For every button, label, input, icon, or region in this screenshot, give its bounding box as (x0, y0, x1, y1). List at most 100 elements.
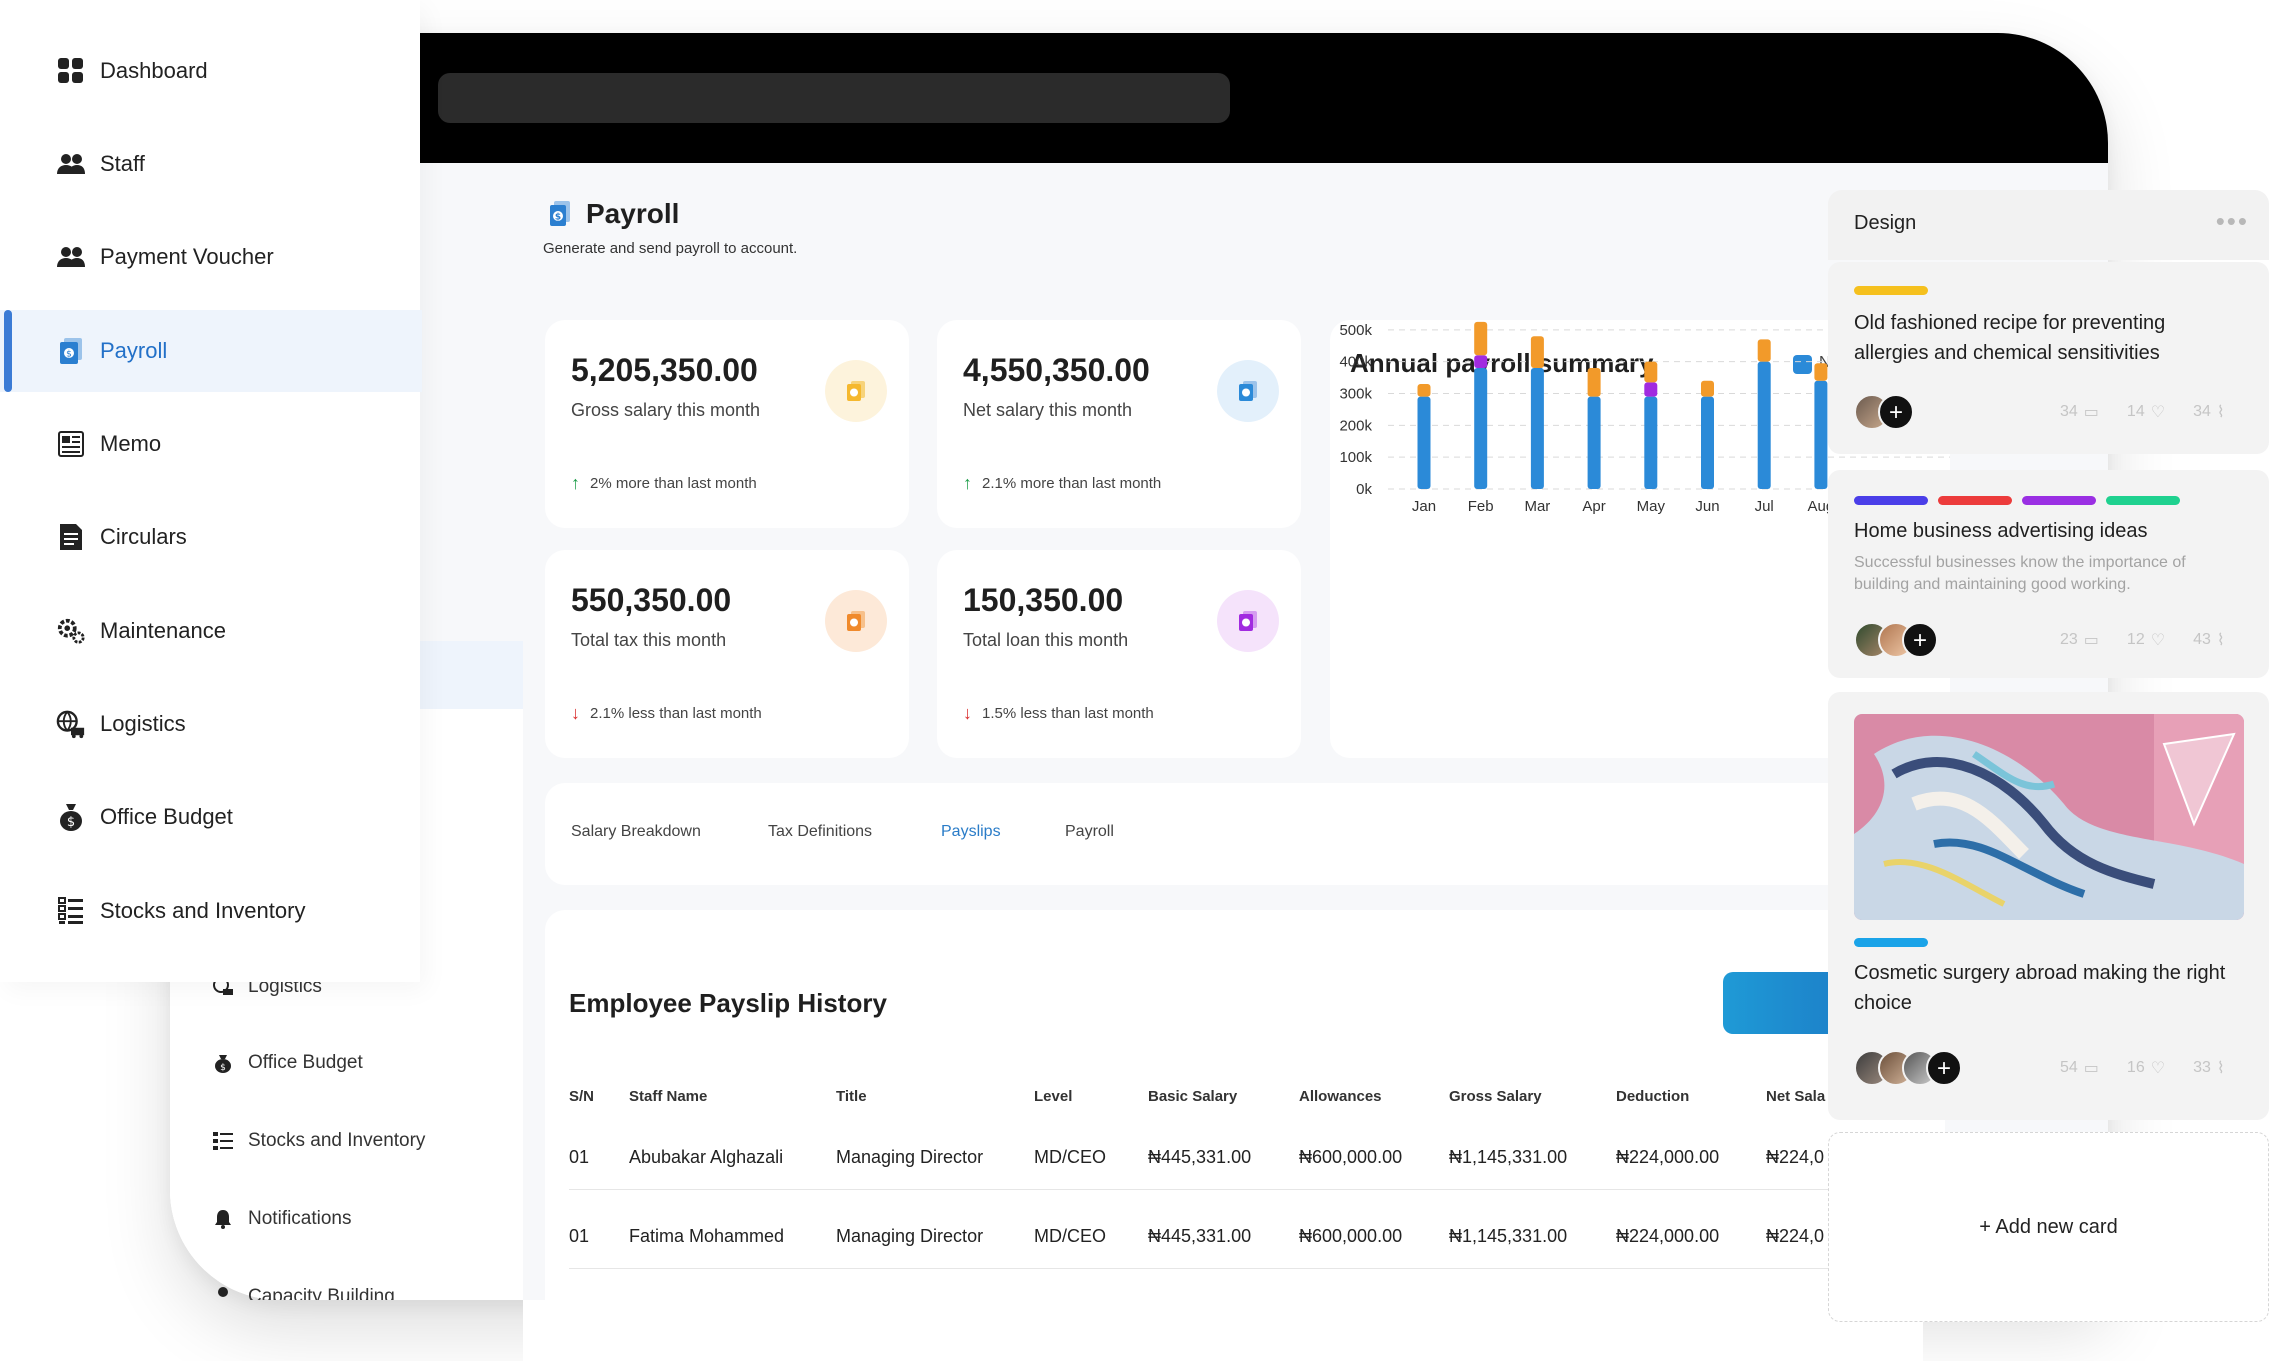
cell-deduction: ₦224,000.00 (1616, 1147, 1720, 1167)
inner-nav-label: Office Budget (248, 1052, 363, 1073)
comment-icon: ▭ (2083, 632, 2099, 649)
table-title: Employee Payslip History (569, 988, 887, 1018)
globe-truck-icon (56, 709, 86, 739)
sidebar-item-circulars[interactable]: Circulars (0, 496, 420, 578)
inner-nav-capacity[interactable]: Capacity Building (212, 1286, 395, 1300)
sidebar-item-label: Dashboard (100, 58, 208, 83)
x-tick-label: Aug (1808, 498, 1835, 515)
inner-active-highlight (418, 641, 523, 709)
sidebar-item-stocks[interactable]: Stocks and Inventory (0, 870, 420, 952)
x-tick-label: Mar (1524, 498, 1550, 515)
sidebar-item-dashboard[interactable]: Dashboard (0, 30, 420, 112)
sidebar-item-label: Payment Voucher (100, 244, 274, 269)
sidebar-item-memo[interactable]: Memo (0, 403, 420, 485)
kanban-header: Design ••• (1828, 190, 2269, 260)
sidebar-item-label: Circulars (100, 524, 187, 549)
tab-payslips[interactable]: Payslips (941, 823, 1001, 840)
add-member-button[interactable]: + (1878, 394, 1914, 430)
stat-label: Total loan this month (963, 630, 1129, 650)
legend-swatch (1793, 355, 1812, 374)
stat-value: 550,350.00 (571, 582, 732, 618)
stat-delta: ↓ 1.5% less than last month (963, 703, 1154, 724)
stat-card-loan: 150,350.00 Total loan this month ↓ 1.5% … (937, 550, 1301, 758)
stat-value: 5,205,350.00 (571, 352, 758, 388)
tab-tax-definitions[interactable]: Tax Definitions (768, 823, 873, 840)
stat-card-net: 4,550,350.00 Net salary this month ↑ 2.1… (937, 320, 1301, 528)
memo-icon (56, 429, 86, 459)
comment-count: 34 (2060, 403, 2078, 420)
kanban-card[interactable]: Home business advertising ideas Successf… (1828, 470, 2269, 678)
sidebar-item-staff[interactable]: Staff (0, 123, 420, 205)
comment-count: 23 (2060, 631, 2078, 648)
inner-nav-label: Stocks and Inventory (248, 1130, 426, 1151)
stat-delta-text: 2.1% more than last month (982, 475, 1162, 492)
top-bar (418, 33, 2108, 163)
bar-segment (1474, 321, 1488, 356)
bar-segment (1757, 361, 1771, 489)
bar-segment (1587, 368, 1601, 397)
stat-label: Net salary this month (963, 400, 1133, 420)
like-count: 14 (2126, 403, 2145, 420)
add-member-button[interactable]: + (1902, 622, 1938, 658)
bar-segment (1701, 396, 1714, 489)
x-tick-label: Jul (1755, 498, 1774, 515)
sidebar-item-label: Staff (100, 151, 145, 176)
inner-nav-stocks[interactable]: Stocks and Inventory (212, 1130, 425, 1152)
card-members: + (1854, 394, 1914, 430)
x-tick-label: Jan (1412, 498, 1436, 515)
column-header: Level (1034, 1088, 1073, 1105)
payroll-icon: $ (548, 200, 572, 228)
tab-payroll[interactable]: Payroll (1065, 823, 1114, 840)
row-divider (569, 1268, 1945, 1269)
inner-nav-label: Notifications (248, 1208, 352, 1229)
like-count: 12 (2126, 631, 2145, 648)
y-tick-label: 300k (1339, 386, 1372, 403)
attachment-count: 34 (2193, 403, 2211, 420)
more-options-icon[interactable]: ••• (2215, 206, 2249, 236)
like-count: 16 (2126, 1059, 2145, 1076)
stat-delta-text: 2.1% less than last month (590, 705, 762, 722)
tab-salary-breakdown[interactable]: Salary Breakdown (571, 823, 701, 840)
inner-nav-notifications[interactable]: Notifications (212, 1208, 352, 1230)
card-members: + (1854, 622, 1938, 658)
bar-segment (1530, 336, 1544, 369)
card-description: Successful businesses know the importanc… (1854, 554, 2186, 593)
add-member-button[interactable]: + (1926, 1050, 1962, 1086)
paperclip-icon: ⌇ (2216, 404, 2225, 421)
sidebar-item-payroll[interactable]: $ Payroll (0, 310, 422, 392)
kanban-card[interactable]: Cosmetic surgery abroad making the right… (1828, 692, 2269, 1120)
sidebar-item-maintenance[interactable]: Maintenance (0, 590, 420, 672)
sidebar-item-payment-voucher[interactable]: Payment Voucher (0, 216, 420, 298)
kanban-card[interactable]: Old fashioned recipe for preventing alle… (1828, 262, 2269, 454)
cell-staff-name: Abubakar Alghazali (629, 1147, 784, 1167)
search-bar[interactable] (438, 73, 1230, 123)
page-subtitle: Generate and send payroll to account. (543, 240, 798, 257)
add-new-card-button[interactable]: + Add new card (1828, 1132, 2269, 1322)
cell-sn: 01 (569, 1226, 590, 1246)
inner-nav-office-budget[interactable]: $ Office Budget (212, 1052, 363, 1074)
sidebar-item-office-budget[interactable]: $ Office Budget (0, 776, 420, 858)
bar-segment (1814, 363, 1828, 381)
x-tick-label: Jun (1695, 498, 1719, 515)
svg-text:$: $ (220, 1063, 226, 1073)
cell-allowances: ₦600,000.00 (1299, 1147, 1403, 1167)
sidebar-item-logistics[interactable]: Logistics (0, 683, 420, 765)
cell-allowances: ₦600,000.00 (1299, 1226, 1403, 1246)
payroll-icon: $ (56, 336, 86, 366)
card-title: Old fashioned recipe for preventing alle… (1854, 312, 2166, 364)
stat-delta-text: 2% more than last month (590, 475, 757, 492)
cell-sn: 01 (569, 1147, 590, 1167)
bell-icon (212, 1208, 234, 1230)
card-title: Home business advertising ideas (1854, 520, 2148, 542)
heart-icon: ♡ (2150, 632, 2166, 649)
sidebar-item-label: Payroll (100, 338, 168, 363)
payslip-table-card: Employee Payslip History S/N Staff Name … (545, 910, 1945, 1310)
bar-segment (1644, 396, 1658, 489)
cell-gross-salary: ₦1,145,331.00 (1449, 1147, 1568, 1167)
y-tick-label: 500k (1339, 322, 1372, 339)
stat-delta: ↑ 2.1% more than last month (963, 473, 1161, 494)
svg-text:$: $ (66, 350, 72, 360)
money-bag-icon: $ (56, 802, 86, 832)
bar-segment (1530, 368, 1544, 489)
stat-label: Gross salary this month (571, 400, 761, 420)
